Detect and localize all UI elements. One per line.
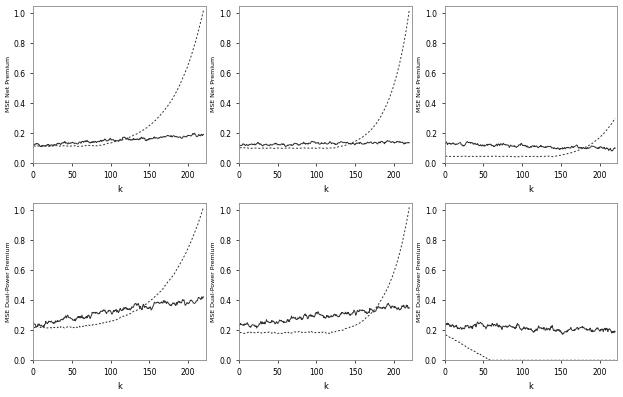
Y-axis label: MSE Dual-Power Premium: MSE Dual-Power Premium — [6, 241, 11, 322]
X-axis label: k: k — [117, 382, 122, 391]
X-axis label: k: k — [529, 382, 533, 391]
Y-axis label: MSE Net Premium: MSE Net Premium — [211, 56, 216, 112]
Y-axis label: MSE Dual-Power Premium: MSE Dual-Power Premium — [211, 241, 216, 322]
X-axis label: k: k — [323, 185, 328, 195]
Y-axis label: MSE Net Premium: MSE Net Premium — [417, 56, 422, 112]
X-axis label: k: k — [323, 382, 328, 391]
Y-axis label: MSE Dual-Power Premium: MSE Dual-Power Premium — [417, 241, 422, 322]
X-axis label: k: k — [117, 185, 122, 195]
X-axis label: k: k — [529, 185, 533, 195]
Y-axis label: MSE Net Premium: MSE Net Premium — [6, 56, 11, 112]
